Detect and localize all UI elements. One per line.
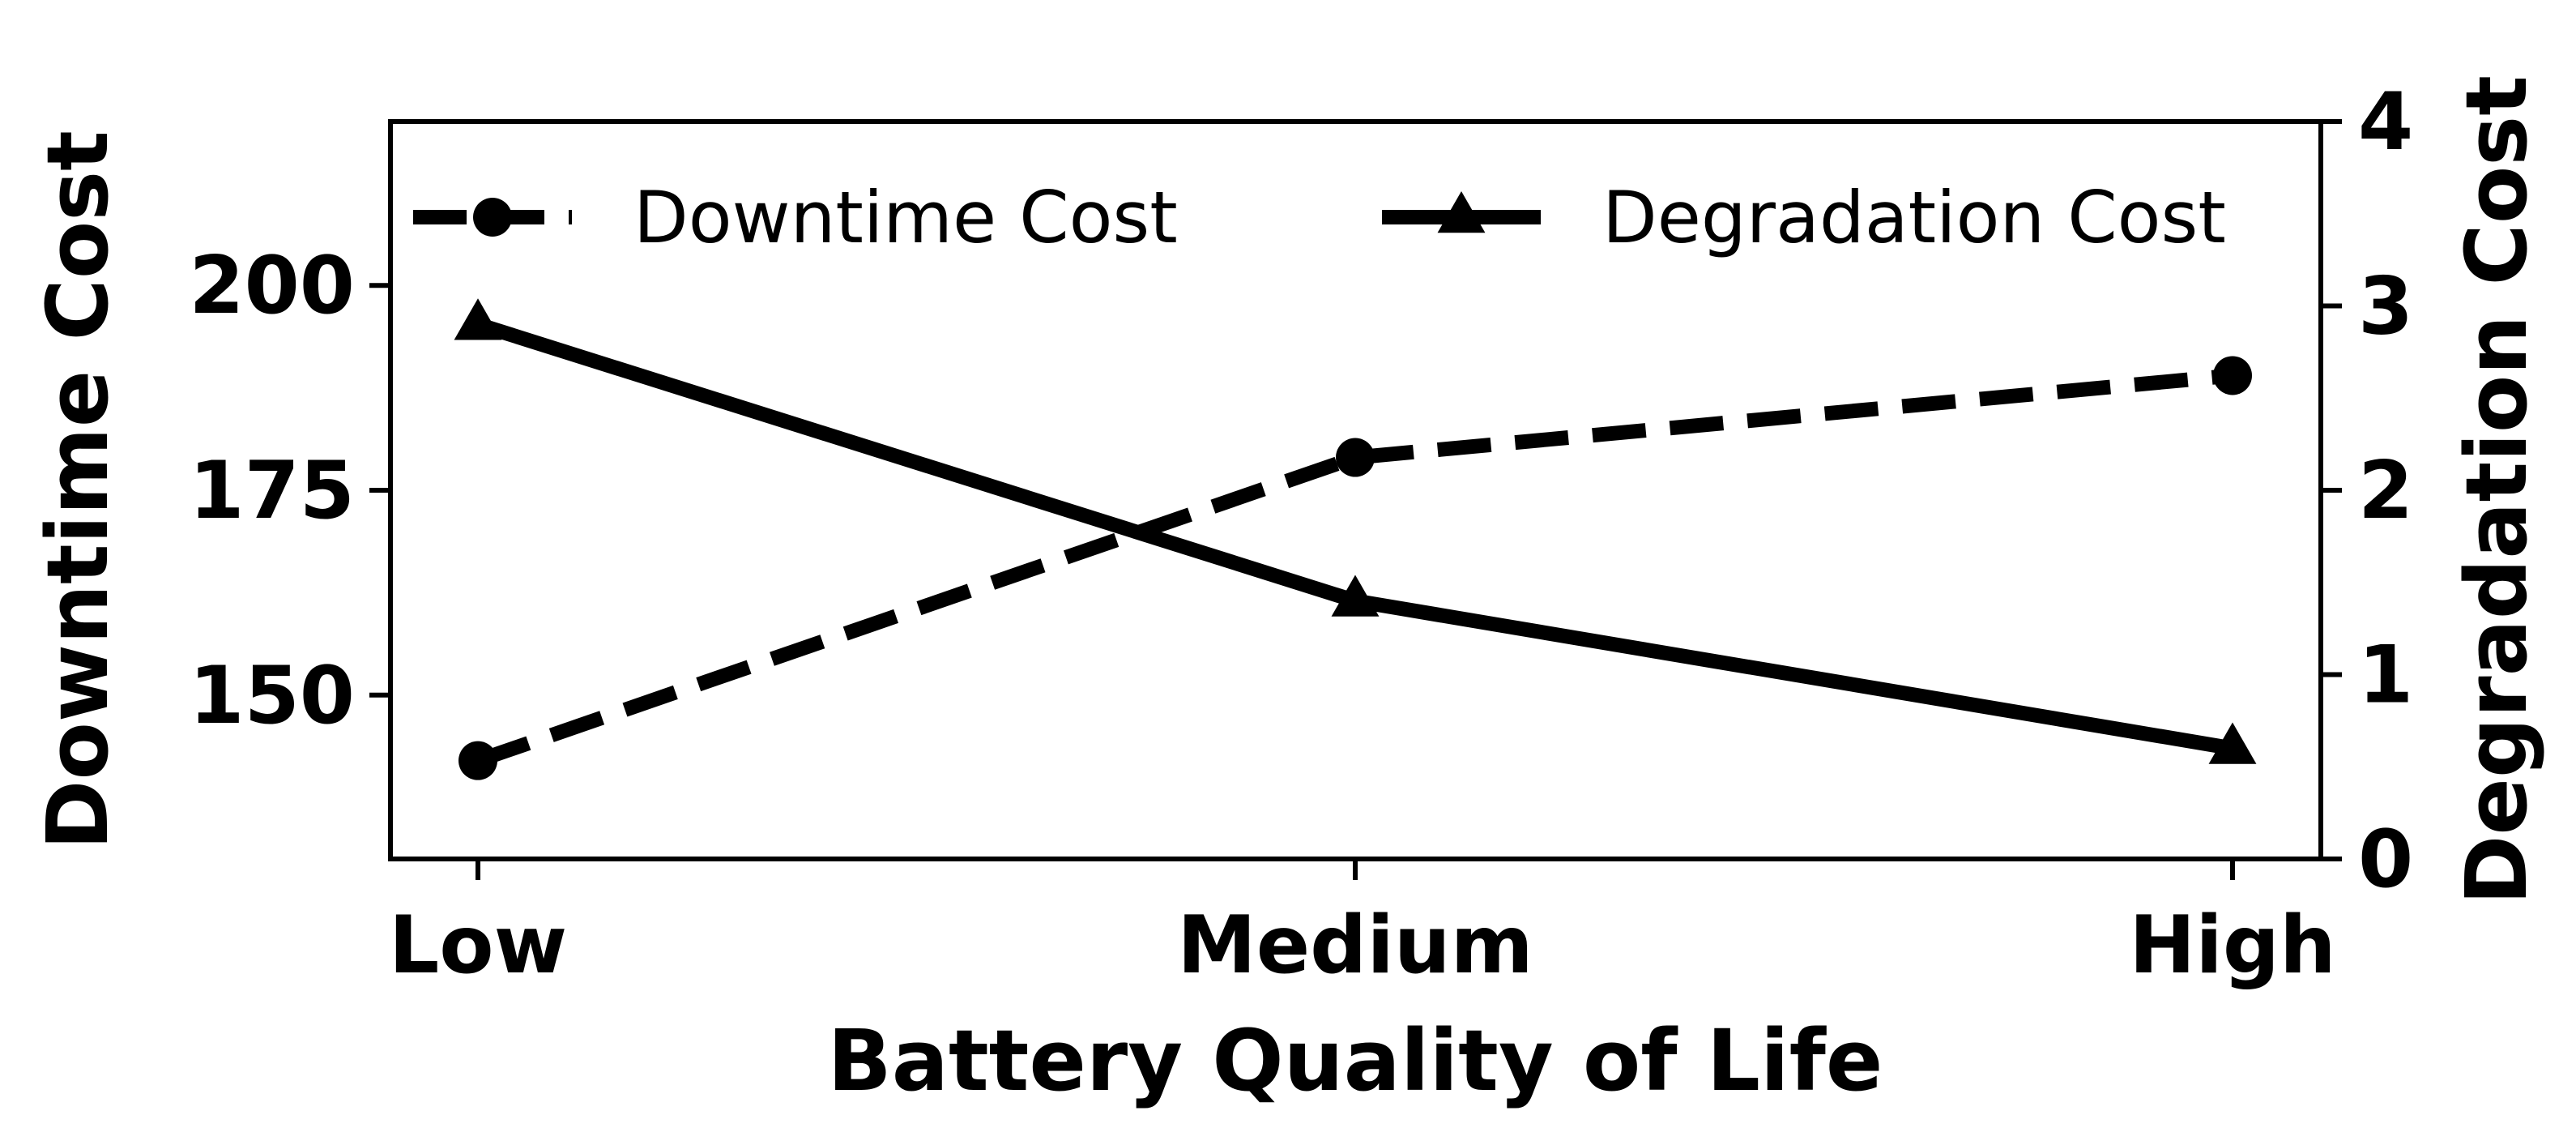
- y-axis-label-left: Downtime Cost: [28, 130, 127, 850]
- y-tick-label-left: 175: [189, 445, 355, 537]
- y-tick-label-right: 4: [2358, 76, 2413, 169]
- x-tick-label: High: [2129, 899, 2336, 992]
- y-tick-label-left: 150: [189, 650, 355, 742]
- data-point: [2213, 356, 2252, 395]
- legend-label: Downtime Cost: [633, 176, 1178, 259]
- y-tick-label-right: 0: [2358, 814, 2413, 906]
- x-axis-label: Battery Quality of Life: [828, 1011, 1883, 1110]
- y-tick-label-right: 1: [2358, 630, 2413, 722]
- series-line: [476, 368, 2233, 768]
- series-line: [476, 317, 2234, 756]
- data-point: [458, 741, 497, 780]
- legend-label: Degradation Cost: [1602, 176, 2226, 259]
- x-tick-label: Medium: [1177, 899, 1533, 992]
- y-tick-label-right: 2: [2358, 445, 2413, 537]
- data-point: [1331, 575, 1380, 617]
- legend: Downtime Cost Degradation Cost: [413, 176, 2226, 259]
- x-tick-label: Low: [389, 899, 567, 992]
- data-point: [2208, 722, 2257, 764]
- data-point: [454, 298, 502, 340]
- y-axis-label-right: Degradation Cost: [2447, 75, 2546, 905]
- y-tick-label-left: 200: [189, 240, 355, 332]
- series-layer: [454, 298, 2257, 780]
- legend-marker: [1437, 191, 1486, 233]
- y-tick-label-right: 3: [2358, 261, 2413, 353]
- ticks-layer: Low Medium High 150 175 200 0 1 2 3 4: [189, 76, 2413, 992]
- legend-marker: [473, 198, 512, 237]
- data-point: [1336, 438, 1375, 477]
